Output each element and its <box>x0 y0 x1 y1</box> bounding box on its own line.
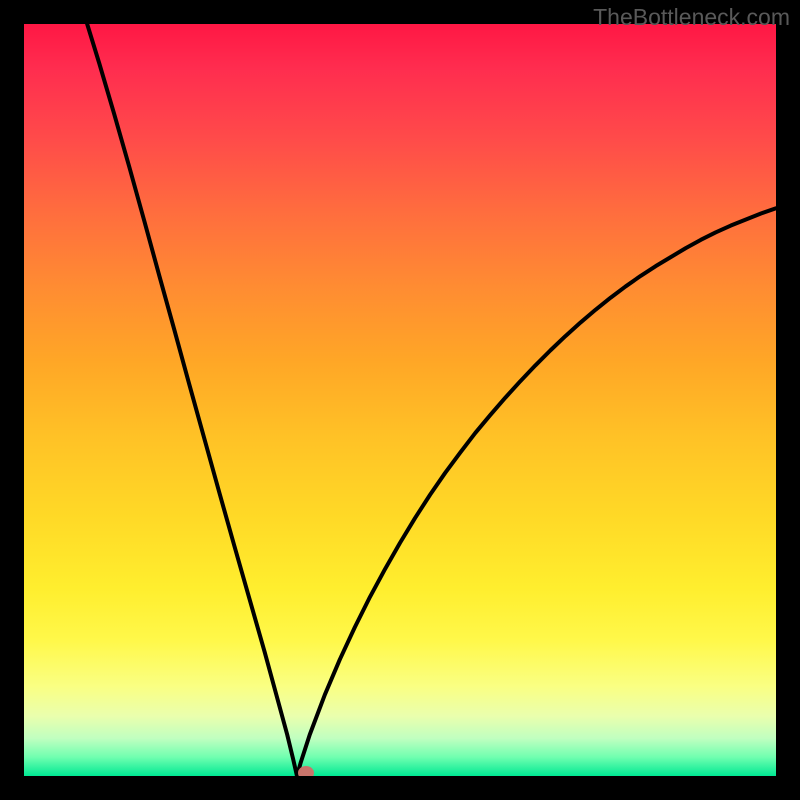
watermark-text: TheBottleneck.com <box>593 4 790 31</box>
chart-container: TheBottleneck.com <box>0 0 800 800</box>
plot-background <box>24 24 776 776</box>
bottleneck-chart <box>0 0 800 800</box>
